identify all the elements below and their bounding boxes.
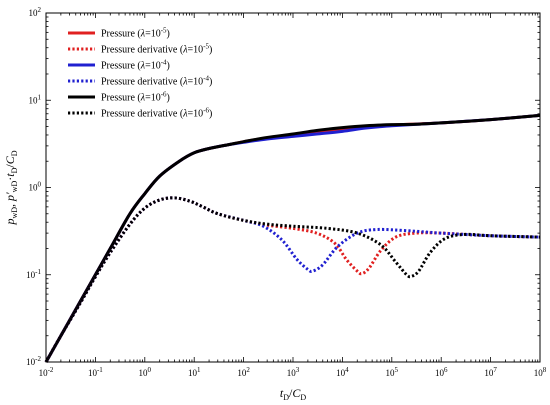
series-layer — [44, 113, 541, 363]
x-tick-label: 101 — [188, 366, 201, 378]
x-tick-label: 108 — [534, 366, 547, 378]
series-line-3 — [44, 113, 541, 363]
x-tick-label: 10-1 — [88, 366, 103, 378]
series-line-1 — [44, 113, 541, 363]
x-tick-label: 10-2 — [39, 366, 54, 378]
y-tick-label: 10-1 — [26, 268, 41, 280]
tick-labels: 10-2 10-1 100 101 102 103 104 105 106 107 108 10-2 1… — [26, 6, 547, 378]
legend-entry: Pressure derivative (λ=10-4) — [101, 75, 212, 88]
plot-frame — [45, 12, 541, 363]
series-line-2 — [44, 196, 541, 363]
legend-entry: Pressure derivative (λ=10-6) — [101, 107, 212, 120]
series-line-5 — [44, 113, 541, 363]
y-axis-label: pwD, p′wD·tD/CD — [3, 150, 19, 225]
x-tick-label: 105 — [386, 366, 399, 378]
y-tick-label: 100 — [29, 181, 42, 193]
x-axis-label: tD/CD — [280, 386, 306, 402]
legend-entry: Pressure (λ=10-5) — [101, 27, 170, 40]
x-tick-label: 103 — [287, 366, 300, 378]
x-tick-label: 104 — [336, 366, 349, 378]
x-tick-label: 100 — [139, 366, 152, 378]
x-tick-label: 106 — [435, 366, 448, 378]
x-tick-label: 102 — [237, 366, 250, 378]
y-tick-label: 102 — [29, 6, 42, 18]
series-line-6 — [44, 196, 541, 363]
legend: Pressure (λ=10-5) Pressure derivative (λ=… — [68, 27, 212, 120]
series-line-4 — [44, 196, 541, 363]
y-tick-label: 10-2 — [26, 355, 41, 367]
legend-entry: Pressure (λ=10-6) — [101, 91, 170, 104]
y-tick-label: 101 — [29, 93, 42, 105]
x-tick-label: 107 — [484, 366, 497, 378]
legend-entry: Pressure (λ=10-4) — [101, 59, 170, 72]
legend-entry: Pressure derivative (λ=10-5) — [101, 43, 212, 56]
